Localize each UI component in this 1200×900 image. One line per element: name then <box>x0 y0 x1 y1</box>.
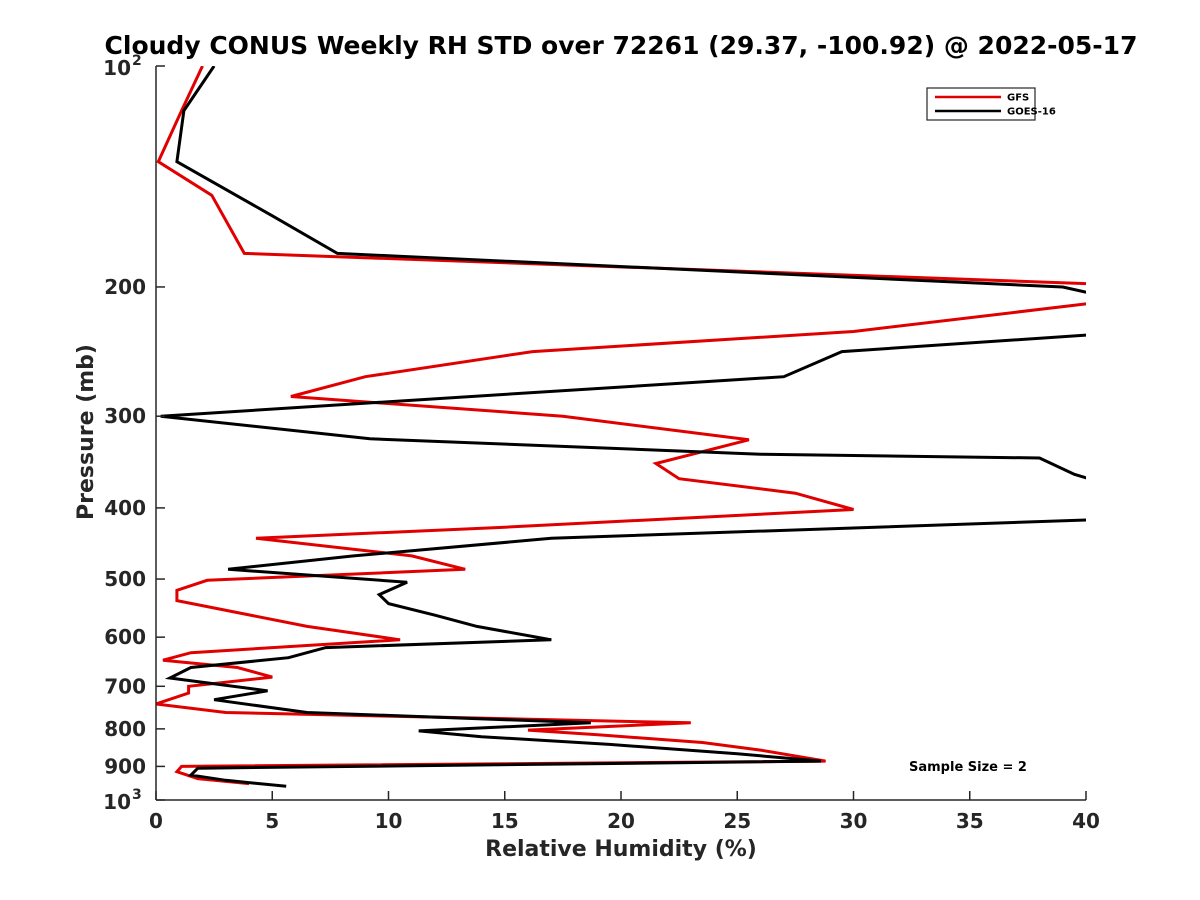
axes-group <box>155 66 1086 801</box>
x-tick-label: 10 <box>375 809 403 833</box>
series-line-gfs <box>156 66 1086 786</box>
y-tick-label: 800 <box>104 717 146 741</box>
y-tick-exponent: 3 <box>132 787 142 803</box>
y-tick-label: 700 <box>104 674 146 698</box>
legend-label-gfs: GFS <box>1007 93 1029 104</box>
series-line-goes-16 <box>160 66 1086 788</box>
y-tick-label: 300 <box>104 404 146 428</box>
x-tick-label: 5 <box>265 809 279 833</box>
x-tick-label: 40 <box>1072 809 1100 833</box>
chart-title: Cloudy CONUS Weekly RH STD over 72261 (2… <box>105 31 1138 60</box>
y-tick-label: 10 <box>103 56 131 80</box>
y-tick-label: 400 <box>104 496 146 520</box>
y-tick-label: 200 <box>104 275 146 299</box>
x-tick-label: 0 <box>149 809 163 833</box>
legend-label-goes-16: GOES-16 <box>1007 107 1056 118</box>
legend: GFS GOES-16 <box>926 87 1056 121</box>
x-tick-label: 35 <box>956 809 984 833</box>
plot-series-group <box>156 66 1086 788</box>
y-tick-label: 500 <box>104 567 146 591</box>
x-tick-label: 15 <box>491 809 519 833</box>
y-tick-label: 900 <box>104 754 146 778</box>
y-tick-label: 10 <box>103 790 131 814</box>
x-tick-label: 30 <box>840 809 868 833</box>
x-tick-label: 25 <box>723 809 751 833</box>
x-tick-label: 20 <box>607 809 635 833</box>
legend-box <box>926 87 1036 121</box>
x-axis-label: Relative Humidity (%) <box>485 837 757 862</box>
sample-size-annotation: Sample Size = 2 <box>909 760 1027 775</box>
y-axis-label: Pressure (mb) <box>74 344 99 520</box>
y-tick-label: 600 <box>104 625 146 649</box>
ticks-group: 0 5 10 15 20 25 30 35 40 200 300 400 500 600 700 800 900… <box>103 53 1100 833</box>
y-tick-exponent: 2 <box>132 53 142 69</box>
